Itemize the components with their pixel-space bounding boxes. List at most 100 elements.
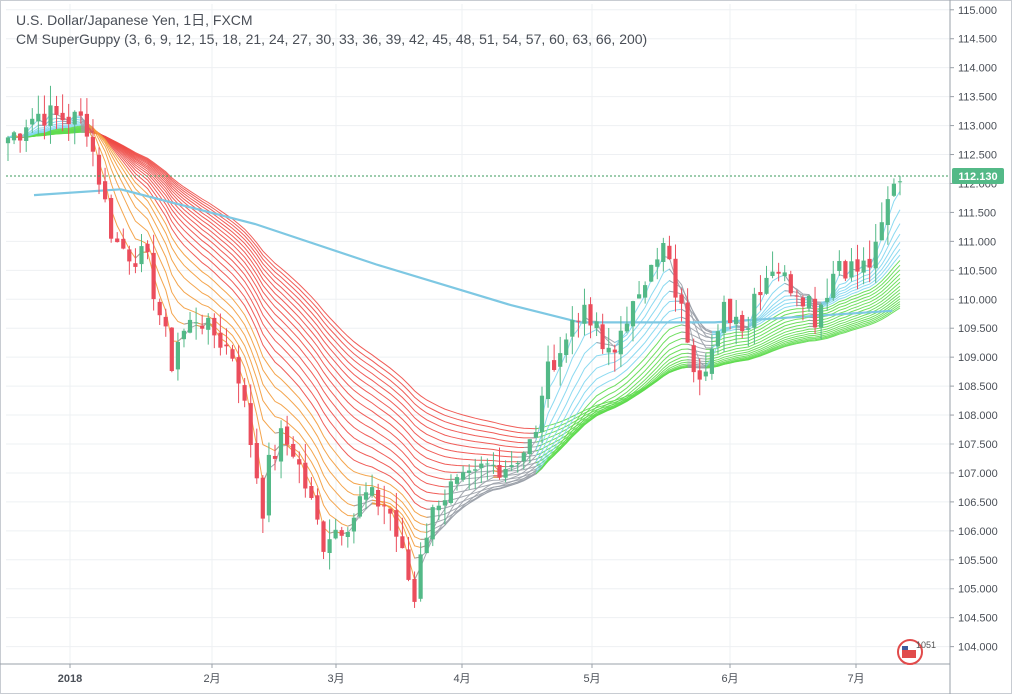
- guppy-ema-line: [535, 308, 688, 471]
- symbol-legend: U.S. Dollar/Japanese Yen, 1日, FXCM: [16, 12, 253, 28]
- y-tick-label: 106.500: [958, 497, 998, 509]
- guppy-ema-line: [86, 122, 191, 325]
- candle-body: [515, 463, 520, 464]
- candle-body: [187, 319, 193, 333]
- guppy-ema-line: [86, 130, 524, 458]
- guppy-ema-line: [86, 131, 530, 444]
- guppy-ema-line: [705, 325, 815, 360]
- y-tick-label: 106.000: [958, 526, 998, 538]
- candle-body: [885, 199, 890, 225]
- guppy-ema-line: [705, 303, 901, 369]
- candle-body: [582, 304, 587, 324]
- candle-body: [758, 292, 763, 296]
- guppy-ema-line: [535, 331, 688, 475]
- guppy-ema-line: [814, 269, 901, 316]
- candle-body: [242, 385, 247, 401]
- candle-body: [36, 113, 41, 122]
- candle-body: [679, 294, 684, 304]
- candle-body: [442, 500, 447, 506]
- candle-body: [752, 293, 757, 328]
- guppy-ema-line: [705, 322, 816, 357]
- candle-body: [837, 261, 842, 271]
- candle-body: [630, 301, 636, 327]
- candle-body: [545, 361, 551, 399]
- candle-body: [564, 339, 569, 355]
- candle-body: [643, 285, 648, 298]
- y-tick-label: 107.500: [958, 439, 998, 451]
- candle-body: [503, 468, 508, 478]
- guppy-ema-line: [711, 313, 816, 346]
- guppy-ema-line: [711, 310, 816, 343]
- candle-body: [655, 259, 660, 267]
- guppy-ema-line: [814, 260, 901, 310]
- x-tick-label: 2018: [58, 673, 82, 685]
- guppy-ema-line: [372, 503, 427, 549]
- candle-body: [709, 348, 714, 374]
- y-tick-label: 104.500: [958, 613, 998, 625]
- candle-body: [734, 316, 739, 325]
- candle-body: [861, 260, 866, 273]
- candle-body: [272, 456, 278, 459]
- candle-body: [291, 444, 296, 457]
- candle-body: [673, 258, 678, 298]
- guppy-ema-line: [86, 127, 445, 503]
- guppy-ema-line: [535, 290, 676, 462]
- candle-body: [800, 297, 805, 307]
- candle-body: [412, 579, 417, 602]
- y-tick-label: 115.000: [958, 5, 997, 17]
- guppy-ema-line: [711, 307, 816, 339]
- guppy-ema-line: [420, 451, 543, 540]
- candle-body: [721, 301, 727, 333]
- y-tick-label: 109.000: [958, 352, 998, 364]
- guppy-ema-line: [535, 324, 688, 475]
- candle-body: [115, 238, 120, 243]
- candle-body: [418, 554, 423, 599]
- guppy-ema-line: [535, 359, 694, 460]
- guppy-ema-line: [86, 130, 530, 449]
- candle-body: [103, 181, 108, 200]
- candle-body: [363, 492, 369, 500]
- candle-body: [509, 465, 514, 467]
- guppy-ema-line: [814, 254, 901, 308]
- candle-body: [527, 439, 532, 455]
- candle-body: [11, 132, 17, 141]
- candle-body: [60, 112, 65, 121]
- candle-body: [430, 507, 435, 540]
- candle-body: [248, 403, 253, 445]
- guppy-ema-line: [705, 301, 901, 368]
- guppy-ema-line: [535, 300, 682, 467]
- candle-body: [825, 297, 830, 303]
- candle-body: [491, 464, 496, 466]
- candle-body: [454, 477, 460, 484]
- candle-body: [618, 330, 623, 355]
- guppy-ema-line: [535, 366, 694, 430]
- candle-body: [339, 530, 344, 536]
- y-tick-label: 107.000: [958, 468, 998, 480]
- candle-body: [42, 113, 47, 126]
- guppy-ema-line: [86, 124, 433, 526]
- candle-body: [843, 261, 848, 279]
- candle-body: [600, 324, 605, 350]
- candle-body: [254, 443, 259, 479]
- candle-body: [891, 183, 896, 196]
- candle-body: [127, 249, 132, 262]
- candle-body: [588, 304, 593, 326]
- guppy-ema-line: [814, 264, 901, 313]
- logo-flag-canton: [902, 646, 908, 650]
- candle-body: [794, 295, 799, 297]
- candle-body: [812, 298, 818, 328]
- x-tick-label: 7月: [847, 673, 864, 685]
- candle-body: [879, 222, 884, 241]
- guppy-ema-line: [86, 123, 367, 496]
- candle-body: [479, 463, 484, 469]
- candle-body: [78, 111, 83, 116]
- candle-body: [382, 505, 387, 507]
- candle-body: [855, 259, 860, 272]
- candle-body: [394, 510, 399, 537]
- candle-body: [819, 304, 824, 328]
- candle-body: [697, 370, 702, 380]
- candle-body: [806, 296, 812, 309]
- candle-body: [740, 315, 745, 332]
- candle-body: [624, 323, 629, 332]
